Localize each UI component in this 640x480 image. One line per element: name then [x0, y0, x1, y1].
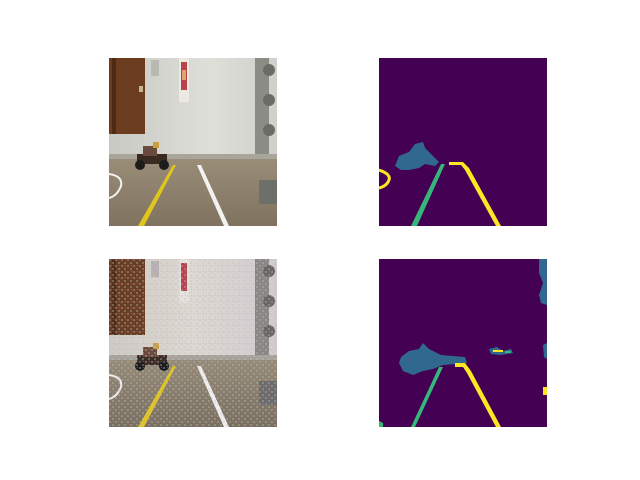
segmentation-mask-2 [379, 259, 547, 427]
photo-scene-2 [109, 259, 277, 427]
mask-lane-left [411, 367, 443, 427]
rc-car [135, 142, 169, 170]
input-image-1 [109, 58, 277, 226]
floor [109, 158, 277, 226]
adversarial-noise [109, 259, 277, 427]
mask-scene-1 [379, 58, 547, 226]
wall-sign [151, 60, 159, 76]
mask-background [379, 259, 547, 427]
mask-edge-object-mid [543, 343, 547, 359]
input-image-2 [109, 259, 277, 427]
photo-scene-1 [109, 58, 277, 226]
mask-object [395, 142, 439, 170]
mask-object [399, 343, 467, 375]
white-curve-line [109, 173, 123, 199]
mask-lane-right [455, 363, 501, 427]
mask-edge-object-top [539, 259, 547, 305]
mask-lane-right [449, 162, 501, 226]
mask-curve-line [379, 168, 391, 190]
mask-lane-left [411, 164, 445, 226]
mask-background [379, 58, 547, 226]
white-lane-line [197, 165, 229, 226]
yellow-lane-line [138, 165, 176, 226]
segmentation-mask-1 [379, 58, 547, 226]
mask-scene-2 [379, 259, 547, 427]
